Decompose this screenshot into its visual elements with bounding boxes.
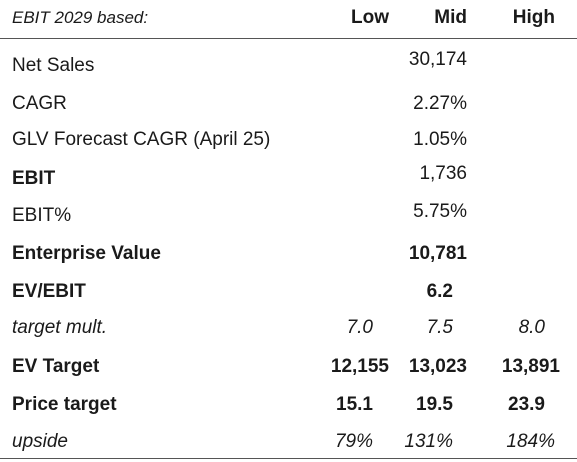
cell-high: 23.9 [508,394,545,415]
header-divider [0,38,577,39]
cell-low: 79% [334,431,373,452]
row-label: upside [12,431,68,452]
cell-mid: 30,174 [408,49,467,70]
row-label: EBIT [12,168,56,189]
cell-high: 13,891 [501,356,560,377]
cell-mid: 7.5 [426,317,453,338]
cell-mid: 1,736 [419,163,467,184]
cell-mid: 19.5 [416,394,453,415]
row-label: Net Sales [12,55,95,76]
row-label: CAGR [12,93,67,114]
cell-high: 184% [506,431,555,452]
table-bottom-border [0,458,577,459]
column-header-high: High [512,7,555,28]
table-title: EBIT 2029 based: [12,8,149,27]
row-label: Enterprise Value [12,243,161,264]
cell-low: 7.0 [346,317,373,338]
row-label: GLV Forecast CAGR (April 25) [12,129,271,150]
cell-low: 12,155 [330,356,389,377]
row-label: EV Target [12,356,100,377]
cell-low: 15.1 [336,394,373,415]
cell-mid: 2.27% [413,93,467,114]
column-header-mid: Mid [434,7,467,28]
cell-mid: 10,781 [408,243,467,264]
column-header-low: Low [351,7,389,28]
row-label: Price target [12,394,117,415]
cell-high: 8.0 [518,317,545,338]
cell-mid: 6.2 [426,281,453,302]
cell-mid: 1.05% [413,129,467,150]
cell-mid: 5.75% [413,201,467,222]
row-label: EV/EBIT [12,281,86,302]
cell-mid: 13,023 [408,356,467,377]
row-label: target mult. [12,317,108,338]
cell-mid: 131% [404,431,453,452]
row-label: EBIT% [12,205,72,226]
